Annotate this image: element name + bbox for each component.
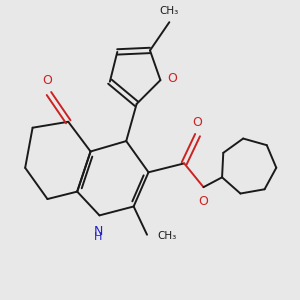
- Text: O: O: [43, 74, 52, 87]
- Text: H: H: [94, 232, 102, 242]
- Text: O: O: [199, 195, 208, 208]
- Text: O: O: [167, 72, 177, 85]
- Text: O: O: [193, 116, 202, 129]
- Text: CH₃: CH₃: [160, 6, 179, 16]
- Text: N: N: [93, 225, 103, 238]
- Text: CH₃: CH₃: [158, 231, 177, 241]
